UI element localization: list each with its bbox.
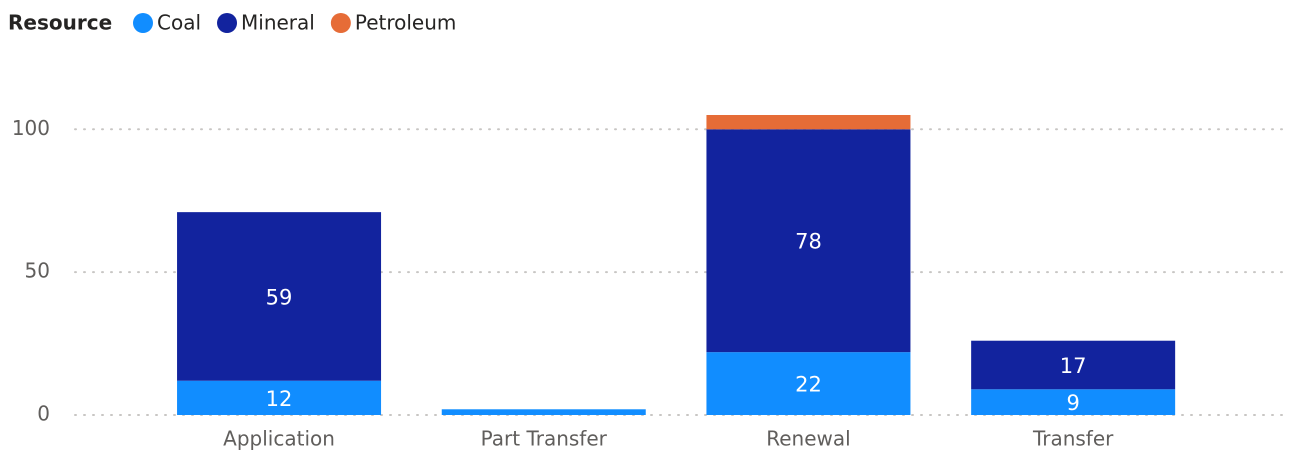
- x-tick-label: Part Transfer: [481, 427, 608, 451]
- legend-label: Coal: [157, 11, 201, 35]
- legend-title: Resource: [8, 11, 112, 35]
- data-label: 78: [795, 230, 822, 254]
- data-label: 22: [795, 373, 822, 397]
- legend-marker: [217, 13, 238, 33]
- bar-segment: [706, 129, 911, 353]
- bar-segment: [971, 389, 1176, 415]
- bar-segment: [971, 340, 1176, 390]
- legend-marker: [133, 13, 153, 33]
- y-tick-label: 0: [37, 402, 50, 426]
- bar-segment: [706, 115, 911, 130]
- bar-segment: [441, 409, 646, 415]
- y-tick-label: 50: [25, 259, 50, 283]
- data-label: 59: [266, 285, 293, 309]
- x-tick-label: Renewal: [766, 427, 850, 451]
- data-label: 17: [1060, 354, 1087, 378]
- data-label: 9: [1066, 391, 1079, 415]
- x-tick-label: Transfer: [1032, 427, 1114, 451]
- bar-segment: [177, 212, 382, 381]
- legend-marker: [330, 13, 351, 33]
- bar-segment: [706, 352, 911, 415]
- bar-segment: [177, 380, 382, 415]
- data-label: 12: [266, 387, 293, 411]
- legend-label: Mineral: [241, 11, 315, 35]
- x-tick-label: Application: [223, 427, 335, 451]
- y-tick-label: 100: [12, 116, 50, 140]
- legend-label: Petroleum: [355, 11, 457, 35]
